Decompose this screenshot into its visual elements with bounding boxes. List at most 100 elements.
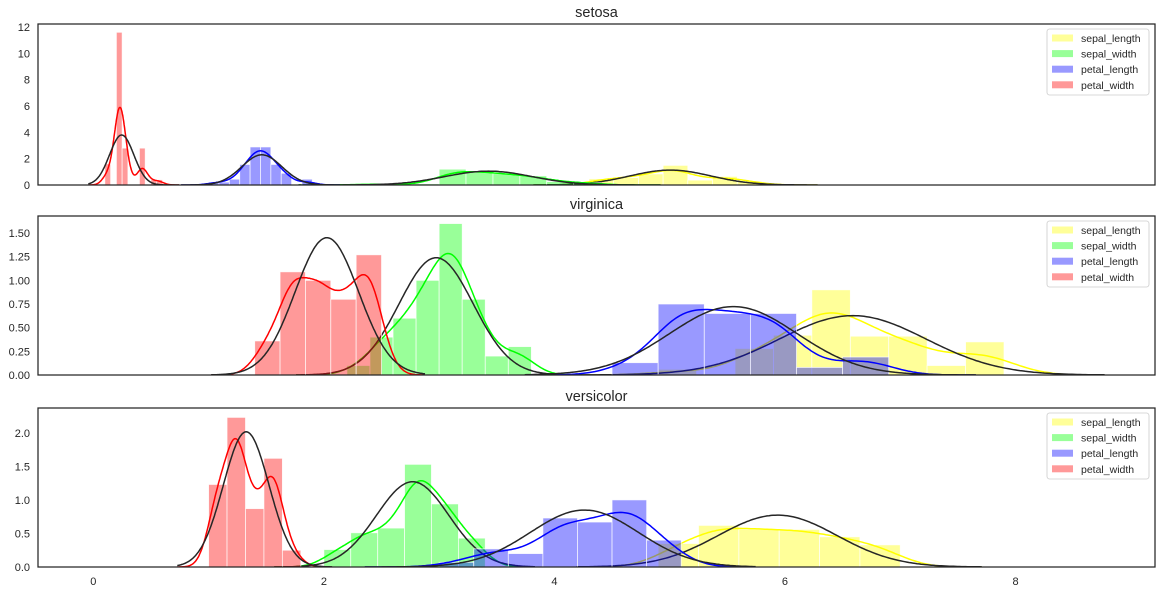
legend-item-petal_width: petal_width [1052, 464, 1134, 476]
legend-item-petal_width: petal_width [1052, 80, 1134, 92]
legend-swatch [1052, 65, 1073, 73]
histogram-bar [377, 527, 405, 567]
histogram-bar [404, 463, 432, 567]
x-tick-label: 6 [782, 576, 788, 588]
histogram-bar [245, 508, 265, 567]
legend-label: sepal_length [1081, 33, 1141, 45]
histogram-bar [842, 356, 890, 375]
x-tick-label: 0 [90, 576, 96, 588]
legend-label: sepal_length [1081, 225, 1141, 237]
normal-fit-line [364, 509, 756, 567]
legend-box [1046, 28, 1150, 96]
legend-item-sepal_width: sepal_width [1052, 49, 1137, 61]
series-petal_length [364, 499, 756, 567]
y-tick-label: 0.50 [9, 323, 30, 335]
kde-line [211, 273, 426, 375]
histogram-bar [355, 254, 382, 375]
legend-swatch [1052, 418, 1073, 426]
series-petal_width [88, 31, 180, 185]
y-tick-label: 6 [24, 101, 30, 113]
normal-fit-line [524, 305, 977, 375]
histogram-bar [415, 279, 440, 375]
legend-label: petal_length [1081, 448, 1138, 460]
legend-swatch [1052, 257, 1073, 265]
legend-label: petal_width [1081, 464, 1134, 476]
histogram-bar [461, 298, 486, 375]
legend-item-sepal_length: sepal_length [1052, 417, 1141, 429]
legend-item-sepal_width: sepal_width [1052, 241, 1137, 253]
histogram-bar [392, 317, 417, 375]
subplot-title: versicolor [565, 389, 627, 405]
series-sepal_width [296, 223, 583, 375]
normal-fit-line [88, 134, 180, 185]
normal-fit-line [557, 314, 1105, 375]
histogram-bar [323, 549, 352, 567]
histogram-bar [662, 164, 689, 185]
y-tick-label: 0.00 [9, 370, 30, 382]
axes-frame [37, 407, 1156, 568]
axes-frame [37, 215, 1156, 376]
histogram-bar [330, 298, 357, 375]
plot-area [211, 223, 1105, 375]
legend-box [1046, 220, 1150, 288]
histogram-bar [687, 179, 713, 185]
legend-item-sepal_length: sepal_length [1052, 225, 1141, 237]
legend-label: petal_width [1081, 80, 1134, 92]
x-tick-label: 2 [321, 576, 327, 588]
plot-area [177, 416, 982, 567]
legend-label: sepal_length [1081, 417, 1141, 429]
histogram-bar [888, 335, 928, 375]
y-tick-label: 0.25 [9, 346, 30, 358]
normal-fit-line [211, 236, 426, 375]
legend-item-sepal_width: sepal_width [1052, 433, 1137, 445]
histogram-bar [778, 529, 820, 567]
subplot-title: virginica [570, 197, 624, 213]
y-tick-label: 0.75 [9, 299, 30, 311]
histogram-bar [484, 355, 509, 375]
legend-item-sepal_length: sepal_length [1052, 33, 1141, 45]
y-tick-label: 10 [18, 48, 30, 60]
legend-label: sepal_width [1081, 49, 1137, 61]
normal-fit-line [274, 481, 535, 567]
histogram-bar [738, 529, 780, 567]
legend-label: petal_length [1081, 64, 1138, 76]
legend-label: sepal_width [1081, 241, 1137, 253]
histogram-bar [438, 223, 463, 375]
kde-line [576, 527, 982, 567]
histogram-bar [121, 147, 129, 185]
kde-line [364, 511, 756, 567]
normal-fit-line [576, 514, 982, 567]
normal-fit-line [181, 154, 340, 185]
x-tick-label: 8 [1012, 576, 1018, 588]
histogram-bar [638, 173, 664, 185]
legend-label: sepal_width [1081, 433, 1137, 445]
histogram-bar [657, 303, 705, 375]
legend-swatch [1052, 434, 1073, 442]
y-tick-label: 1.5 [15, 461, 30, 473]
normal-fit-line [177, 431, 333, 567]
histogram-bar [139, 147, 146, 185]
series-sepal_width [274, 463, 535, 567]
subplot-virginica: virginica 0.00 0.25 0.50 0.75 1.00 1.25 1.50 sep… [9, 197, 1156, 382]
histogram-bar [749, 313, 797, 375]
histogram-bar [280, 172, 293, 185]
legend-label: petal_length [1081, 256, 1138, 268]
series-sepal_length [576, 514, 982, 567]
x-tick-label: 4 [551, 576, 557, 588]
histogram-bar [577, 521, 613, 567]
legend-swatch [1052, 449, 1073, 457]
histogram-bar [796, 367, 844, 375]
series-petal_length [524, 303, 977, 375]
y-tick-label: 0 [24, 180, 30, 192]
plot-area [88, 31, 818, 185]
subplot-title: setosa [575, 5, 619, 21]
legend-swatch [1052, 50, 1073, 58]
y-tick-label: 0.5 [15, 528, 30, 540]
series-petal_width [211, 236, 426, 375]
y-tick-label: 1.0 [15, 495, 30, 507]
legend-swatch [1052, 242, 1073, 250]
legend-item-petal_length: petal_length [1052, 256, 1138, 268]
legend-label: petal_width [1081, 272, 1134, 284]
legend-box [1046, 412, 1150, 480]
